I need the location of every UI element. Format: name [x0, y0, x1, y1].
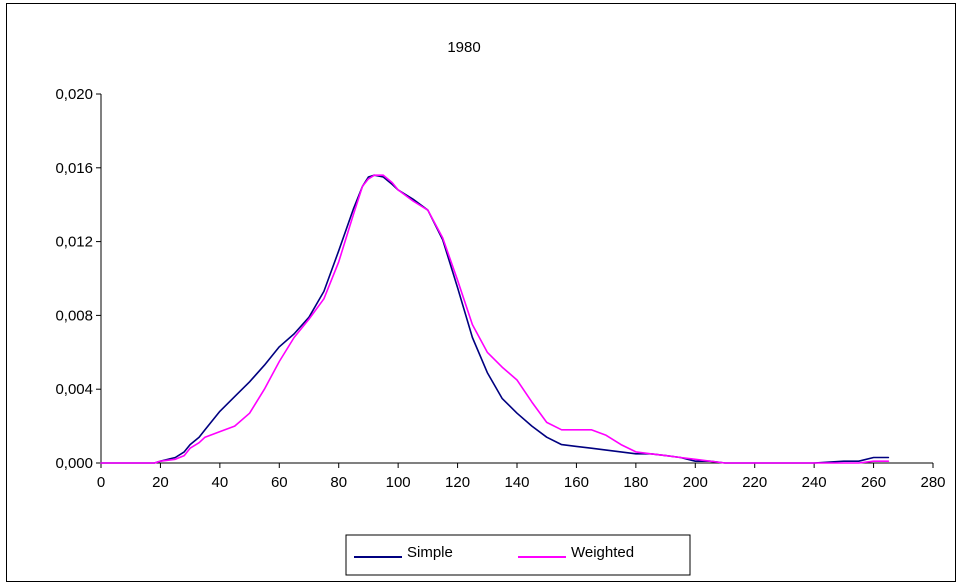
x-tick-label: 180 — [623, 474, 648, 491]
y-axis: 0,000 0,004 0,008 0,012 0,016 0,020 — [55, 86, 101, 472]
chart-title: 1980 — [447, 39, 480, 56]
x-tick-label: 260 — [861, 474, 886, 491]
legend-label-simple: Simple — [407, 544, 453, 561]
series-line-weighted — [100, 174, 890, 464]
legend: Simple Weighted — [345, 534, 691, 576]
x-tick-label: 280 — [920, 474, 945, 491]
x-tick-label: 40 — [212, 474, 229, 491]
x-tick-label: 0 — [97, 474, 105, 491]
x-tick-label: 200 — [683, 474, 708, 491]
y-tick-label: 0,016 — [55, 160, 93, 177]
y-tick-label: 0,008 — [55, 307, 93, 324]
x-tick-label: 120 — [445, 474, 470, 491]
legend-label-weighted: Weighted — [571, 544, 634, 561]
legend-box — [345, 534, 691, 576]
plot-area — [100, 94, 933, 464]
x-tick-label: 160 — [564, 474, 589, 491]
y-tick-label: 0,000 — [55, 455, 93, 472]
x-tick-label: 140 — [504, 474, 529, 491]
x-tick-label: 220 — [742, 474, 767, 491]
y-tick-label: 0,020 — [55, 86, 93, 103]
x-tick-label: 80 — [330, 474, 347, 491]
chart-frame: 1980 0,000 0,004 0,008 0,012 0,016 0,020 0 20 4… — [6, 3, 956, 582]
x-tick-label: 20 — [152, 474, 169, 491]
y-tick-label: 0,012 — [55, 234, 93, 251]
x-tick-label: 240 — [802, 474, 827, 491]
x-tick-label: 100 — [386, 474, 411, 491]
series-lines — [100, 174, 890, 464]
x-tick-label: 60 — [271, 474, 288, 491]
chart-svg: 1980 0,000 0,004 0,008 0,012 0,016 0,020 0 20 4… — [55, 39, 946, 576]
y-tick-label: 0,004 — [55, 381, 93, 398]
x-axis: 0 20 40 60 80 100 120 140 160 180 200 220 240 260 280 — [97, 463, 946, 491]
series-line-simple — [100, 174, 890, 464]
